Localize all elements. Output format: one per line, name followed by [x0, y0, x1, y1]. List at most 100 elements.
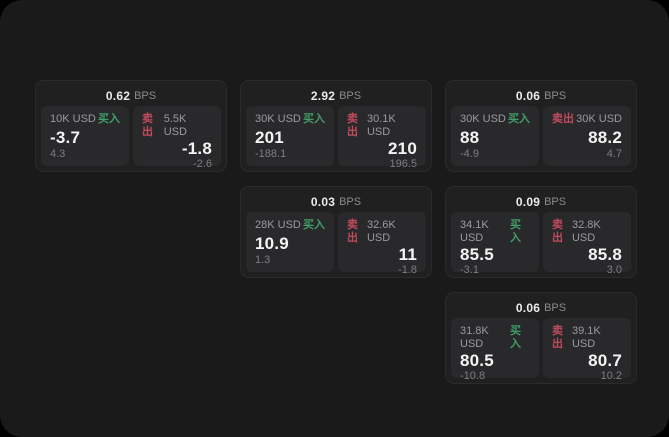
sell-price: 80.7 [588, 351, 622, 370]
buy-price: -3.7 [50, 127, 81, 147]
quote-card: 0.03 BPS 28K USD 买入 10.9 1.3 卖出 32.6K US… [240, 186, 432, 278]
buy-panel[interactable]: 30K USD 买入 88 -4.9 [451, 106, 539, 166]
sell-delta: -2.6 [193, 158, 212, 170]
buy-side-label: 买入 [303, 219, 325, 231]
sell-side-label: 卖出 [142, 113, 153, 138]
bps-value: 0.62 [105, 88, 131, 103]
bps-value: 0.06 [515, 300, 541, 315]
sell-panel[interactable]: 卖出 30.1K USD 210 196.5 [338, 106, 426, 170]
sell-price: -1.8 [181, 139, 212, 158]
buy-price: 10.9 [255, 233, 289, 253]
buy-side-label: 买入 [303, 113, 325, 125]
buy-amount: 28K USD [255, 219, 301, 231]
buy-panel-header: 30K USD 买入 [460, 113, 530, 126]
sell-panel-header: 卖出 32.8K USD [552, 219, 622, 245]
bps-value: 2.92 [310, 88, 336, 103]
card-header: 0.06 BPS [451, 297, 631, 318]
buy-delta: -188.1 [255, 148, 287, 160]
quote-panels: 31.8K USD 买入 80.5 -10.8 卖出 39.1K USD 80.… [451, 318, 631, 382]
bps-value: 0.09 [515, 194, 541, 209]
buy-delta: 4.3 [50, 148, 66, 160]
quote-card: 0.06 BPS 31.8K USD 买入 80.5 -10.8 卖出 39.1… [445, 292, 637, 384]
buy-delta: 1.3 [255, 254, 271, 266]
sell-side-label: 卖出 [552, 325, 563, 350]
buy-delta: -4.9 [460, 148, 479, 160]
bps-unit-label: BPS [544, 89, 567, 102]
card-header: 0.03 BPS [246, 191, 426, 212]
sell-panel-header: 卖出 30K USD [552, 113, 622, 126]
buy-side-label: 买入 [510, 219, 522, 244]
quote-cards-grid: 0.62 BPS 10K USD 买入 -3.7 4.3 卖出 5.5K USD [35, 80, 637, 384]
buy-panel-header: 30K USD 买入 [255, 113, 325, 126]
card-header: 0.62 BPS [41, 85, 221, 106]
sell-panel-header: 卖出 39.1K USD [552, 325, 622, 351]
buy-amount: 30K USD [460, 113, 506, 125]
quote-panels: 10K USD 买入 -3.7 4.3 卖出 5.5K USD -1.8 -2.… [41, 106, 221, 170]
sell-panel-header: 卖出 32.6K USD [347, 219, 417, 245]
sell-amount: 30K USD [576, 113, 622, 125]
buy-price: 85.5 [460, 245, 494, 264]
buy-panel-header: 34.1K USD 买入 [460, 219, 530, 245]
quote-panels: 30K USD 买入 201 -188.1 卖出 30.1K USD 210 1… [246, 106, 426, 170]
buy-panel-header: 10K USD 买入 [50, 113, 120, 126]
sell-panel[interactable]: 卖出 32.6K USD 11 -1.8 [338, 212, 426, 276]
sell-price: 11 [398, 245, 417, 264]
buy-amount: 30K USD [255, 113, 301, 125]
quote-panels: 30K USD 买入 88 -4.9 卖出 30K USD 88.2 4.7 [451, 106, 631, 166]
buy-delta: -3.1 [460, 264, 479, 276]
sell-amount: 30.1K USD [366, 113, 396, 138]
sell-price: 88.2 [588, 127, 622, 147]
buy-side-label: 买入 [508, 113, 530, 125]
buy-panel[interactable]: 34.1K USD 买入 85.5 -3.1 [451, 212, 539, 276]
sell-panel[interactable]: 卖出 30K USD 88.2 4.7 [543, 106, 631, 166]
sell-amount: 39.1K USD [571, 325, 601, 350]
buy-side-label: 买入 [98, 113, 120, 125]
buy-panel[interactable]: 31.8K USD 买入 80.5 -10.8 [451, 318, 539, 382]
sell-side-label: 卖出 [552, 219, 563, 244]
buy-panel[interactable]: 10K USD 买入 -3.7 4.3 [41, 106, 129, 166]
sell-panel[interactable]: 卖出 32.8K USD 85.8 3.0 [543, 212, 631, 276]
quote-panels: 28K USD 买入 10.9 1.3 卖出 32.6K USD 11 -1.8 [246, 212, 426, 276]
buy-amount: 34.1K USD [460, 219, 489, 244]
sell-side-label: 卖出 [347, 113, 358, 138]
sell-delta: 3.0 [606, 264, 622, 276]
buy-panel[interactable]: 30K USD 买入 201 -188.1 [246, 106, 334, 166]
sell-side-label: 卖出 [552, 113, 574, 125]
quote-panels: 34.1K USD 买入 85.5 -3.1 卖出 32.8K USD 85.8… [451, 212, 631, 276]
buy-price: 88 [460, 127, 480, 147]
sell-amount: 32.8K USD [571, 219, 601, 244]
sell-price: 210 [388, 139, 417, 158]
sell-delta: 10.2 [600, 370, 622, 382]
sell-delta: 4.7 [606, 148, 622, 160]
card-header: 0.06 BPS [451, 85, 631, 106]
bps-value: 0.03 [310, 194, 336, 209]
bps-unit-label: BPS [544, 301, 567, 314]
card-header: 2.92 BPS [246, 85, 426, 106]
quote-card: 0.06 BPS 30K USD 买入 88 -4.9 卖出 30K USD [445, 80, 637, 172]
bps-unit-label: BPS [134, 89, 157, 102]
quote-card: 0.62 BPS 10K USD 买入 -3.7 4.3 卖出 5.5K USD [35, 80, 227, 172]
sell-amount: 5.5K USD [163, 113, 187, 138]
buy-panel-header: 28K USD 买入 [255, 219, 325, 232]
bps-unit-label: BPS [339, 89, 362, 102]
buy-amount: 31.8K USD [460, 325, 489, 350]
sell-panel-header: 卖出 5.5K USD [142, 113, 212, 139]
sell-price: 85.8 [588, 245, 622, 264]
buy-price: 80.5 [460, 351, 494, 370]
bps-unit-label: BPS [339, 195, 362, 208]
buy-panel[interactable]: 28K USD 买入 10.9 1.3 [246, 212, 334, 272]
bps-value: 0.06 [515, 88, 541, 103]
sell-delta: -1.8 [398, 264, 417, 276]
quote-card: 2.92 BPS 30K USD 买入 201 -188.1 卖出 30.1K … [240, 80, 432, 172]
buy-amount: 10K USD [50, 113, 96, 125]
bps-unit-label: BPS [544, 195, 567, 208]
sell-panel-header: 卖出 30.1K USD [347, 113, 417, 139]
buy-panel-header: 31.8K USD 买入 [460, 325, 530, 351]
sell-panel[interactable]: 卖出 39.1K USD 80.7 10.2 [543, 318, 631, 382]
sell-delta: 196.5 [389, 158, 417, 170]
sell-panel[interactable]: 卖出 5.5K USD -1.8 -2.6 [133, 106, 221, 170]
sell-side-label: 卖出 [347, 219, 358, 244]
sell-amount: 32.6K USD [366, 219, 396, 244]
buy-side-label: 买入 [510, 325, 522, 350]
